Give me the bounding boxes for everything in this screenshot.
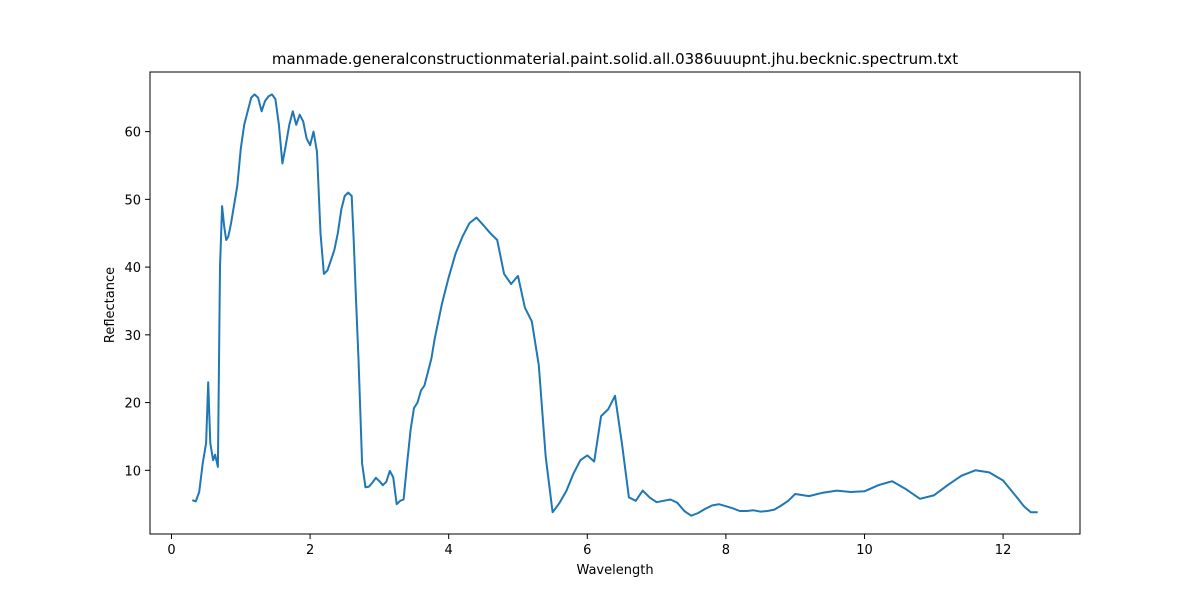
y-axis-label: Reflectance [103,267,118,343]
x-axis: 0 2 4 6 8 10 12 [167,534,1011,558]
x-tick-label: 2 [306,543,314,558]
x-tick-label: 10 [856,543,873,558]
chart-title: manmade.generalconstructionmaterial.pain… [272,50,958,68]
x-tick-label: 0 [167,543,175,558]
y-tick-label: 50 [124,193,141,208]
x-axis-label: Wavelength [576,563,653,578]
x-tick-label: 8 [722,543,730,558]
y-axis: 10 20 30 40 50 60 [124,126,150,479]
y-tick-label: 20 [124,397,141,412]
spectrum-line [191,93,1038,517]
y-tick-label: 30 [124,329,141,344]
plot-frame [149,71,1081,535]
x-tick-label: 12 [995,543,1012,558]
y-tick-label: 10 [124,464,141,479]
plot-area [191,93,1038,517]
y-tick-label: 60 [124,126,141,141]
y-tick-label: 40 [124,261,141,276]
x-tick-label: 4 [445,543,453,558]
x-tick-label: 6 [583,543,591,558]
